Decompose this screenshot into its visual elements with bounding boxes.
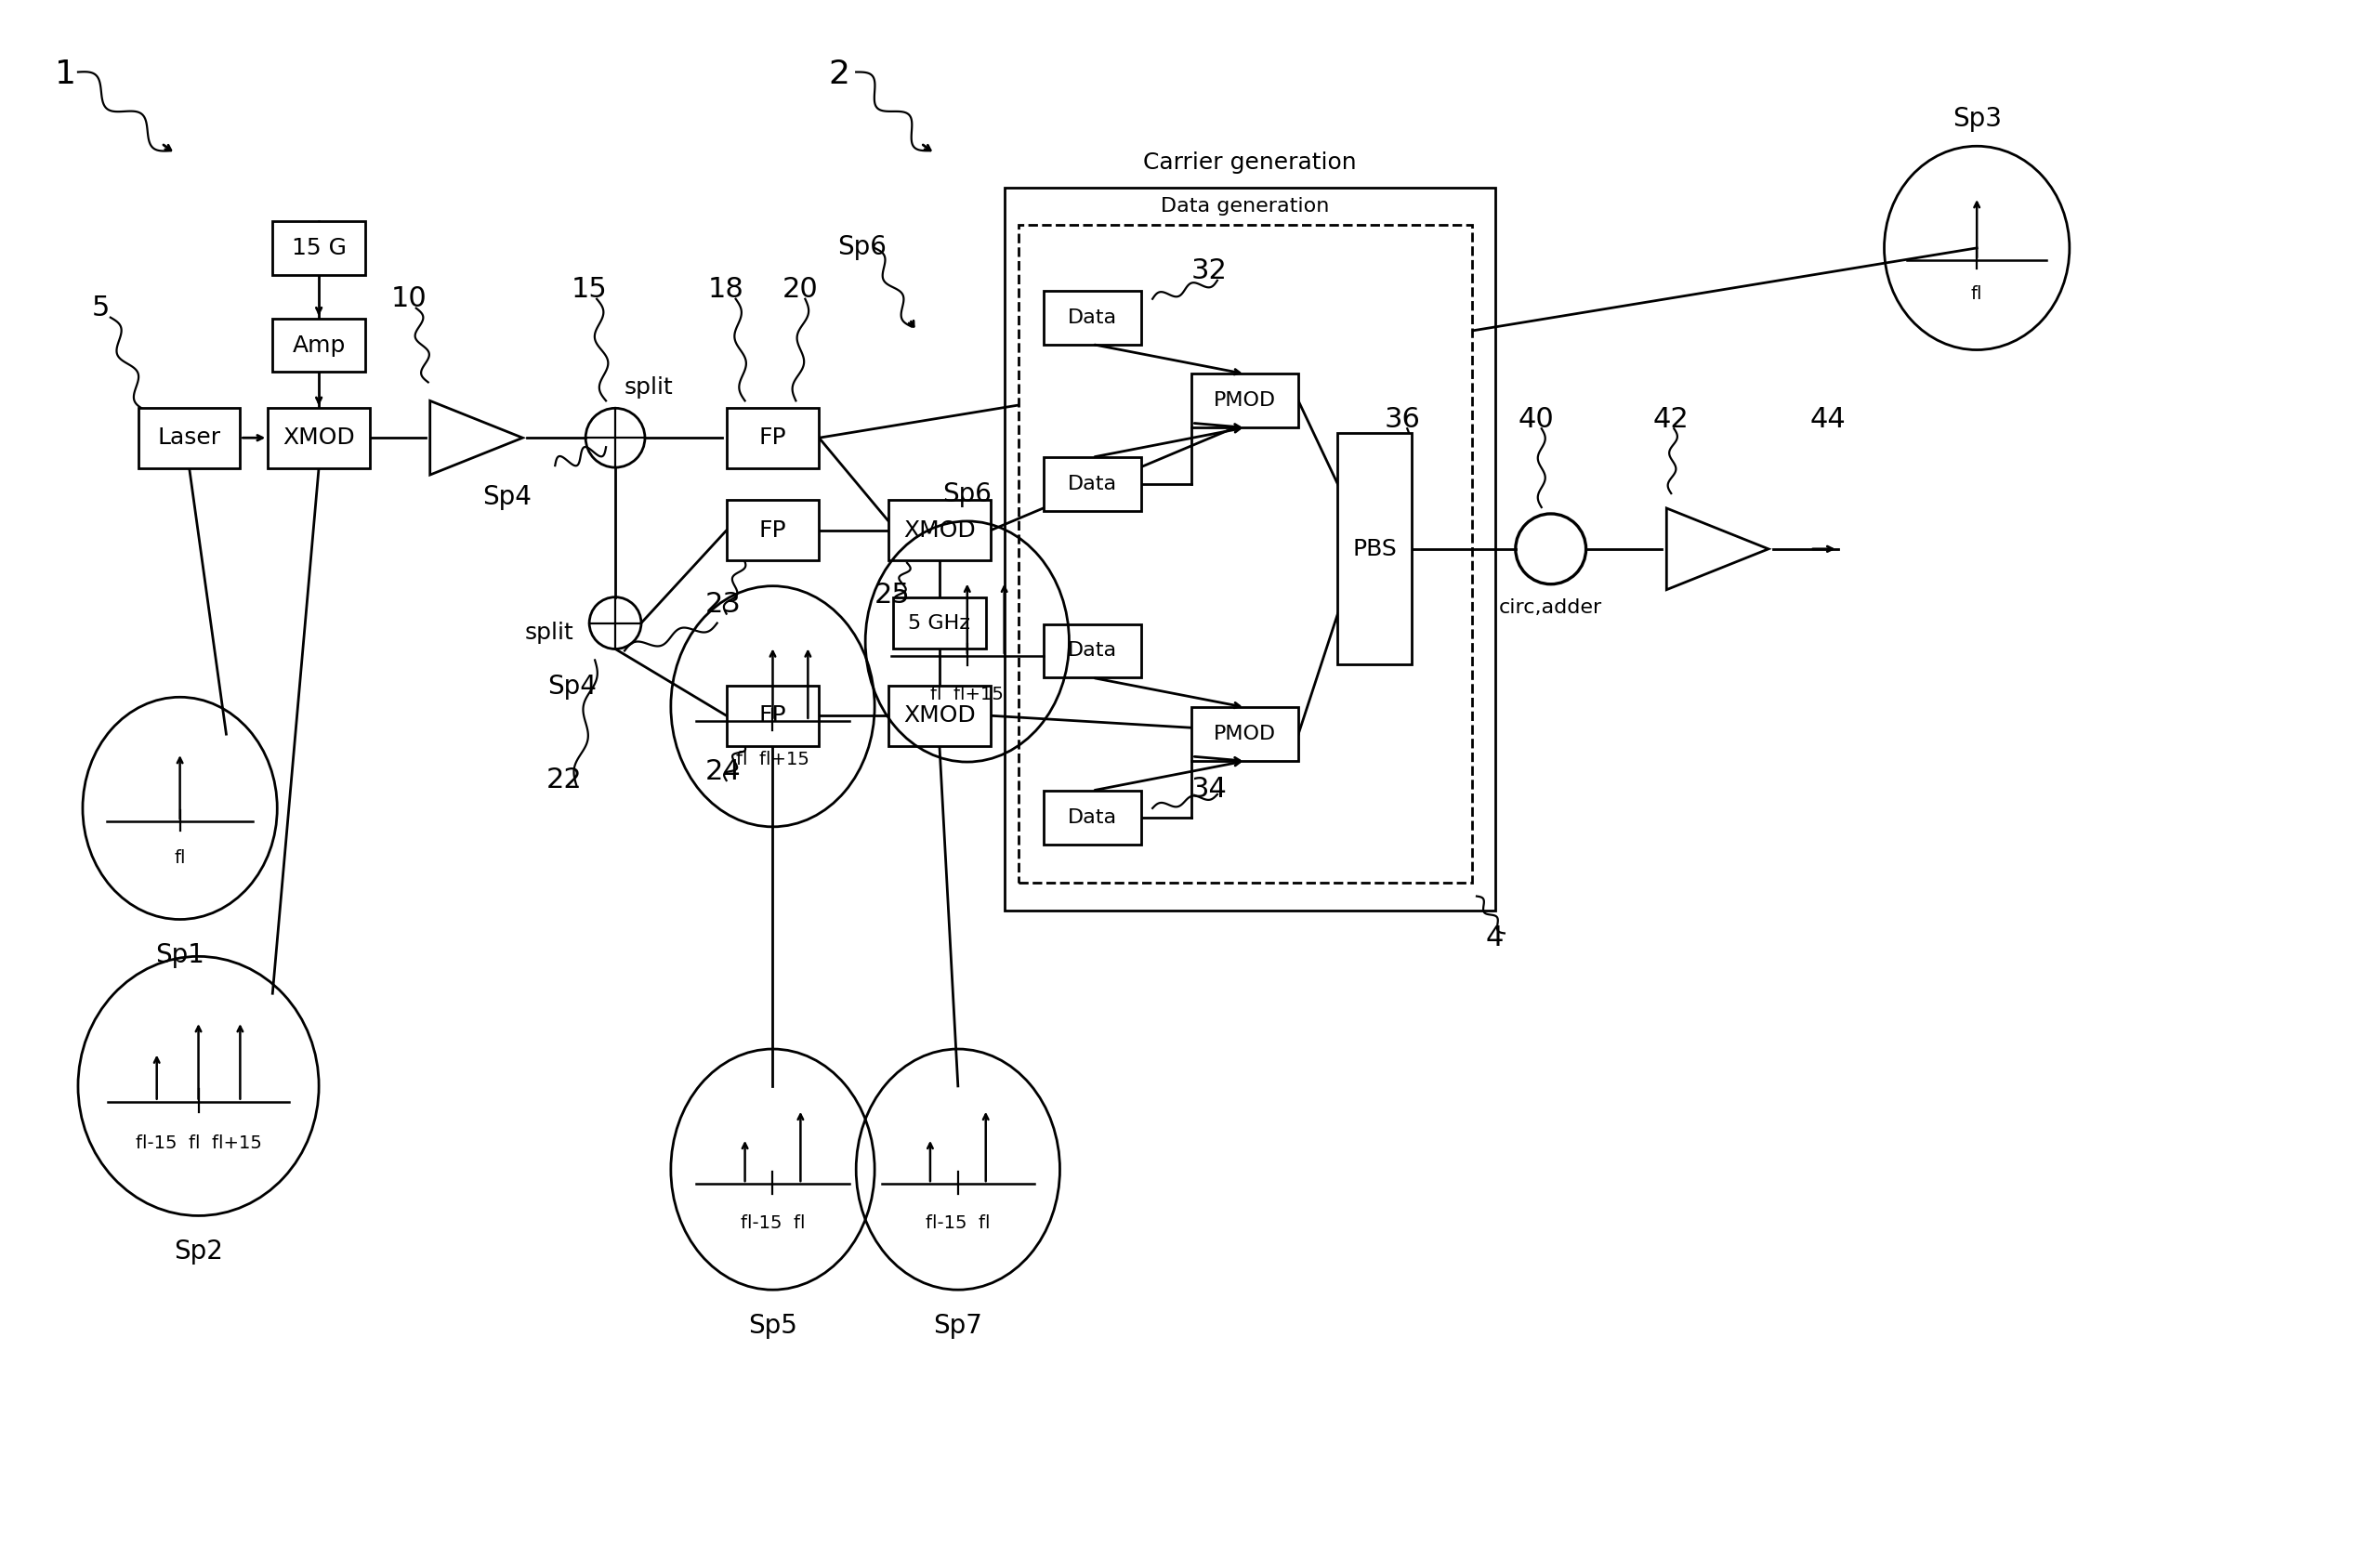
Text: XMOD: XMOD [904,519,976,541]
Text: 40: 40 [1518,406,1554,432]
Text: fl  fl+15: fl fl+15 [735,750,809,769]
Text: 2: 2 [828,58,850,90]
FancyBboxPatch shape [1192,374,1299,427]
Text: Carrier generation: Carrier generation [1142,151,1357,173]
FancyBboxPatch shape [138,407,240,468]
Text: Sp1: Sp1 [155,942,205,969]
Text: PMOD: PMOD [1214,392,1276,410]
Text: Sp3: Sp3 [1952,106,2002,133]
Text: Laser: Laser [157,427,221,449]
FancyBboxPatch shape [274,318,364,373]
Text: fl-15  fl  fl+15: fl-15 fl fl+15 [136,1134,262,1151]
FancyBboxPatch shape [1045,624,1140,677]
Text: 15: 15 [571,276,607,303]
Text: fl: fl [1971,285,1983,303]
FancyBboxPatch shape [726,685,819,746]
Text: XMOD: XMOD [283,427,355,449]
Text: 15 G: 15 G [290,237,345,259]
Text: Sp6: Sp6 [838,234,888,261]
Text: 4: 4 [1485,925,1504,952]
Text: Data: Data [1069,309,1116,326]
Text: fl-15  fl: fl-15 fl [740,1214,804,1231]
Text: XMOD: XMOD [904,705,976,727]
Text: 10: 10 [390,285,426,312]
FancyBboxPatch shape [726,501,819,560]
Text: Sp4: Sp4 [483,484,531,510]
Text: Data: Data [1069,641,1116,660]
Text: 32: 32 [1192,257,1228,284]
Text: 34: 34 [1192,777,1228,803]
Text: 23: 23 [704,591,740,618]
Text: 36: 36 [1385,406,1421,432]
Text: Sp6: Sp6 [942,482,992,507]
Text: fl  fl+15: fl fl+15 [931,686,1004,704]
Text: Sp5: Sp5 [747,1314,797,1338]
Text: Amp: Amp [293,334,345,356]
Text: fl-15  fl: fl-15 fl [926,1214,990,1231]
FancyBboxPatch shape [274,222,364,275]
Text: 18: 18 [707,276,745,303]
Text: Sp7: Sp7 [933,1314,983,1338]
Text: split: split [524,621,574,643]
Text: PMOD: PMOD [1214,725,1276,744]
Text: 5 GHz: 5 GHz [909,613,971,632]
FancyBboxPatch shape [1045,791,1140,844]
Text: Data: Data [1069,808,1116,827]
Text: 42: 42 [1652,406,1690,432]
FancyBboxPatch shape [1192,707,1299,761]
FancyBboxPatch shape [888,685,990,746]
Text: 20: 20 [783,276,819,303]
Text: split: split [624,376,674,399]
FancyBboxPatch shape [1338,434,1411,665]
Text: PBS: PBS [1352,538,1397,560]
FancyBboxPatch shape [888,501,990,560]
Text: Sp2: Sp2 [174,1239,224,1265]
Text: Sp4: Sp4 [547,674,597,700]
Text: 5: 5 [93,295,109,321]
Text: Data generation: Data generation [1161,197,1330,215]
Text: 44: 44 [1811,406,1847,432]
FancyBboxPatch shape [1045,290,1140,345]
Text: 25: 25 [873,582,912,608]
Text: FP: FP [759,427,785,449]
FancyBboxPatch shape [1045,457,1140,512]
Text: FP: FP [759,705,785,727]
Text: circ,adder: circ,adder [1499,597,1602,616]
Text: fl: fl [174,849,186,867]
Text: 22: 22 [545,768,581,794]
FancyBboxPatch shape [726,407,819,468]
Text: 24: 24 [704,758,740,785]
FancyBboxPatch shape [1019,225,1473,883]
Text: Data: Data [1069,474,1116,493]
Text: FP: FP [759,519,785,541]
Text: 1: 1 [55,58,76,90]
FancyBboxPatch shape [269,407,369,468]
FancyBboxPatch shape [892,597,985,649]
